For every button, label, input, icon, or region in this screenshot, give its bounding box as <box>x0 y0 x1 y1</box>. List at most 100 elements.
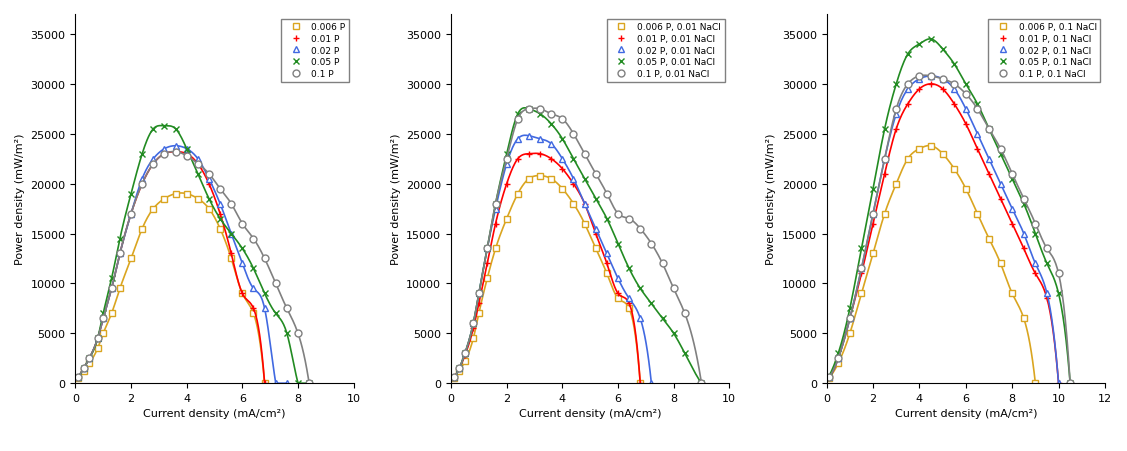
Line: 0.006 P, 0.01 NaCl: 0.006 P, 0.01 NaCl <box>451 173 644 387</box>
0.01 P, 0.01 NaCl <box>544 156 558 162</box>
0.02 P, 0.01 NaCl <box>633 316 647 322</box>
0.1 P <box>291 331 304 336</box>
0.05 P <box>77 366 90 371</box>
Y-axis label: Power density (mW/m²): Power density (mW/m²) <box>391 133 400 265</box>
0.1 P, 0.1 NaCl <box>1005 171 1019 177</box>
0.01 P, 0.01 NaCl <box>522 152 535 157</box>
0.02 P, 0.1 NaCl <box>902 87 915 92</box>
0.05 P, 0.01 NaCl <box>522 107 535 112</box>
0.05 P <box>169 127 183 132</box>
0.1 P, 0.1 NaCl <box>913 74 926 79</box>
0.006 P, 0.1 NaCl <box>1029 381 1042 386</box>
0.1 P, 0.1 NaCl <box>1051 271 1065 276</box>
0.02 P <box>147 156 160 162</box>
0.01 P, 0.1 NaCl <box>935 87 949 92</box>
0.1 P, 0.01 NaCl <box>645 241 658 247</box>
0.1 P, 0.1 NaCl <box>983 127 996 132</box>
0.02 P <box>258 306 272 311</box>
0.1 P <box>213 187 227 192</box>
0.006 P, 0.01 NaCl <box>467 336 480 341</box>
0.1 P, 0.01 NaCl <box>467 321 480 327</box>
Line: 0.01 P, 0.01 NaCl: 0.01 P, 0.01 NaCl <box>451 151 644 387</box>
0.01 P <box>236 291 249 296</box>
0.1 P, 0.1 NaCl <box>935 77 949 83</box>
0.05 P <box>236 246 249 252</box>
0.006 P <box>180 192 194 197</box>
0.05 P <box>135 152 149 157</box>
0.01 P <box>77 366 90 371</box>
0.006 P <box>113 286 126 291</box>
0.01 P, 0.01 NaCl <box>472 301 486 306</box>
0.01 P, 0.1 NaCl <box>913 87 926 92</box>
Line: 0.01 P: 0.01 P <box>74 149 268 387</box>
0.02 P <box>281 381 294 386</box>
0.05 P <box>82 356 96 361</box>
0.1 P <box>82 356 96 361</box>
0.1 P <box>281 306 294 311</box>
0.1 P, 0.01 NaCl <box>656 261 669 267</box>
0.05 P, 0.1 NaCl <box>1064 381 1077 386</box>
0.05 P, 0.1 NaCl <box>948 62 961 68</box>
0.006 P, 0.01 NaCl <box>480 276 494 281</box>
0.1 P <box>77 366 90 371</box>
0.02 P, 0.01 NaCl <box>622 296 636 301</box>
0.01 P, 0.1 NaCl <box>983 171 996 177</box>
0.05 P <box>124 192 137 197</box>
0.02 P, 0.01 NaCl <box>611 276 624 281</box>
0.01 P, 0.1 NaCl <box>1005 221 1019 227</box>
0.05 P, 0.01 NaCl <box>578 176 592 182</box>
0.1 P <box>169 150 183 155</box>
0.1 P, 0.1 NaCl <box>924 74 938 79</box>
0.006 P, 0.1 NaCl <box>994 261 1008 267</box>
0.006 P, 0.1 NaCl <box>1005 291 1019 296</box>
0.02 P <box>71 375 85 380</box>
0.02 P <box>124 212 137 217</box>
Line: 0.1 P, 0.1 NaCl: 0.1 P, 0.1 NaCl <box>826 73 1074 387</box>
0.1 P <box>158 152 171 157</box>
0.05 P <box>158 124 171 129</box>
0.1 P, 0.1 NaCl <box>823 375 836 380</box>
0.02 P, 0.1 NaCl <box>1029 261 1042 267</box>
0.01 P, 0.1 NaCl <box>902 102 915 107</box>
0.05 P <box>291 381 304 386</box>
0.05 P, 0.01 NaCl <box>489 202 503 207</box>
0.02 P, 0.01 NaCl <box>522 134 535 139</box>
Line: 0.02 P: 0.02 P <box>74 143 291 387</box>
0.05 P <box>180 147 194 152</box>
Legend: 0.006 P, 0.01 NaCl, 0.01 P, 0.01 NaCl, 0.02 P, 0.01 NaCl, 0.05 P, 0.01 NaCl, 0.1: 0.006 P, 0.01 NaCl, 0.01 P, 0.01 NaCl, 0… <box>606 19 725 83</box>
0.01 P, 0.1 NaCl <box>867 221 880 227</box>
0.01 P, 0.1 NaCl <box>823 375 836 380</box>
0.01 P, 0.01 NaCl <box>459 353 472 358</box>
0.02 P, 0.01 NaCl <box>533 137 547 142</box>
0.02 P, 0.1 NaCl <box>935 77 949 83</box>
0.05 P, 0.1 NaCl <box>854 246 868 252</box>
0.05 P, 0.01 NaCl <box>453 366 467 371</box>
0.1 P, 0.01 NaCl <box>667 286 681 291</box>
0.05 P, 0.1 NaCl <box>959 82 973 87</box>
Y-axis label: Power density (mW/m²): Power density (mW/m²) <box>15 133 25 265</box>
0.05 P, 0.01 NaCl <box>633 286 647 291</box>
0.006 P <box>202 207 215 212</box>
0.006 P, 0.01 NaCl <box>453 369 467 374</box>
0.02 P, 0.01 NaCl <box>567 176 580 182</box>
0.05 P, 0.01 NaCl <box>511 112 524 117</box>
0.02 P <box>202 176 215 182</box>
0.006 P, 0.01 NaCl <box>556 187 569 192</box>
0.01 P <box>113 251 126 257</box>
0.1 P, 0.1 NaCl <box>902 82 915 87</box>
0.1 P, 0.1 NaCl <box>1064 381 1077 386</box>
0.05 P <box>113 236 126 242</box>
Line: 0.05 P, 0.01 NaCl: 0.05 P, 0.01 NaCl <box>451 106 706 387</box>
0.01 P, 0.01 NaCl <box>467 326 480 331</box>
0.01 P, 0.1 NaCl <box>1051 381 1065 386</box>
Line: 0.05 P, 0.1 NaCl: 0.05 P, 0.1 NaCl <box>826 37 1074 387</box>
0.006 P, 0.01 NaCl <box>622 306 636 311</box>
0.02 P, 0.01 NaCl <box>589 226 603 232</box>
0.05 P <box>213 216 227 222</box>
0.006 P, 0.01 NaCl <box>472 311 486 316</box>
Legend: 0.006 P, 0.1 NaCl, 0.01 P, 0.1 NaCl, 0.02 P, 0.1 NaCl, 0.05 P, 0.1 NaCl, 0.1 P, : 0.006 P, 0.1 NaCl, 0.01 P, 0.1 NaCl, 0.0… <box>988 19 1100 83</box>
0.05 P, 0.01 NaCl <box>600 216 613 222</box>
0.006 P <box>105 311 118 316</box>
0.01 P, 0.01 NaCl <box>556 166 569 172</box>
Line: 0.006 P: 0.006 P <box>74 191 268 387</box>
